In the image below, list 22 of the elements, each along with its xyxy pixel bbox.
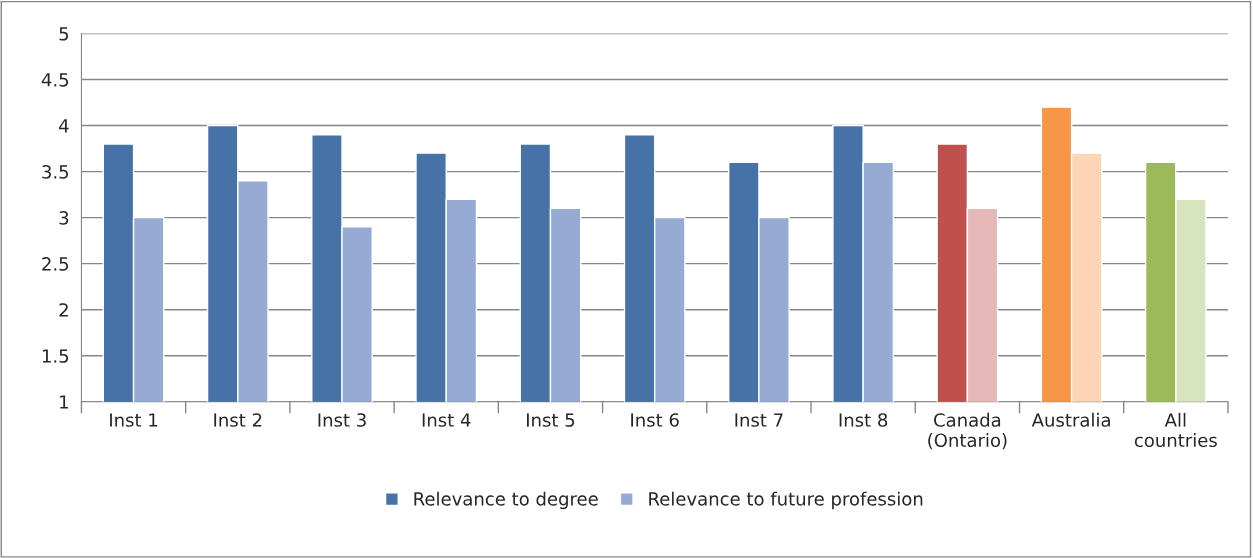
y-tick-label: 2.5 <box>42 257 69 271</box>
y-tick-label: 1 <box>60 395 68 409</box>
x-tick-label: Inst 3 <box>318 413 366 427</box>
y-tick-label: 5 <box>59 27 69 41</box>
x-tick-label: Inst 4 <box>422 413 471 427</box>
y-tick-label: 3 <box>59 211 69 225</box>
x-tick-label: Inst 8 <box>839 413 888 427</box>
x-tick-label: Inst 7 <box>735 413 783 427</box>
x-tick-label: Inst 1 <box>110 413 158 427</box>
y-tick-label: 4 <box>59 119 69 133</box>
y-tick-label: 3.5 <box>42 165 69 179</box>
x-tick-label: Inst 5 <box>527 413 575 427</box>
legend-label: Relevance to future profession <box>649 491 923 510</box>
y-tick-label: 1.5 <box>42 349 69 363</box>
legend-label: Relevance to degree <box>414 491 598 510</box>
y-tick-label: 4.5 <box>41 73 69 87</box>
x-tick-label: Australia <box>1031 412 1110 427</box>
y-tick-label: 2 <box>59 303 68 317</box>
x-tick-label: Inst 6 <box>631 413 679 427</box>
x-tick-label: Canada (Ontario) <box>928 412 1007 450</box>
x-tick-label: Inst 2 <box>214 413 262 427</box>
x-tick-label: All countries <box>1134 412 1217 448</box>
